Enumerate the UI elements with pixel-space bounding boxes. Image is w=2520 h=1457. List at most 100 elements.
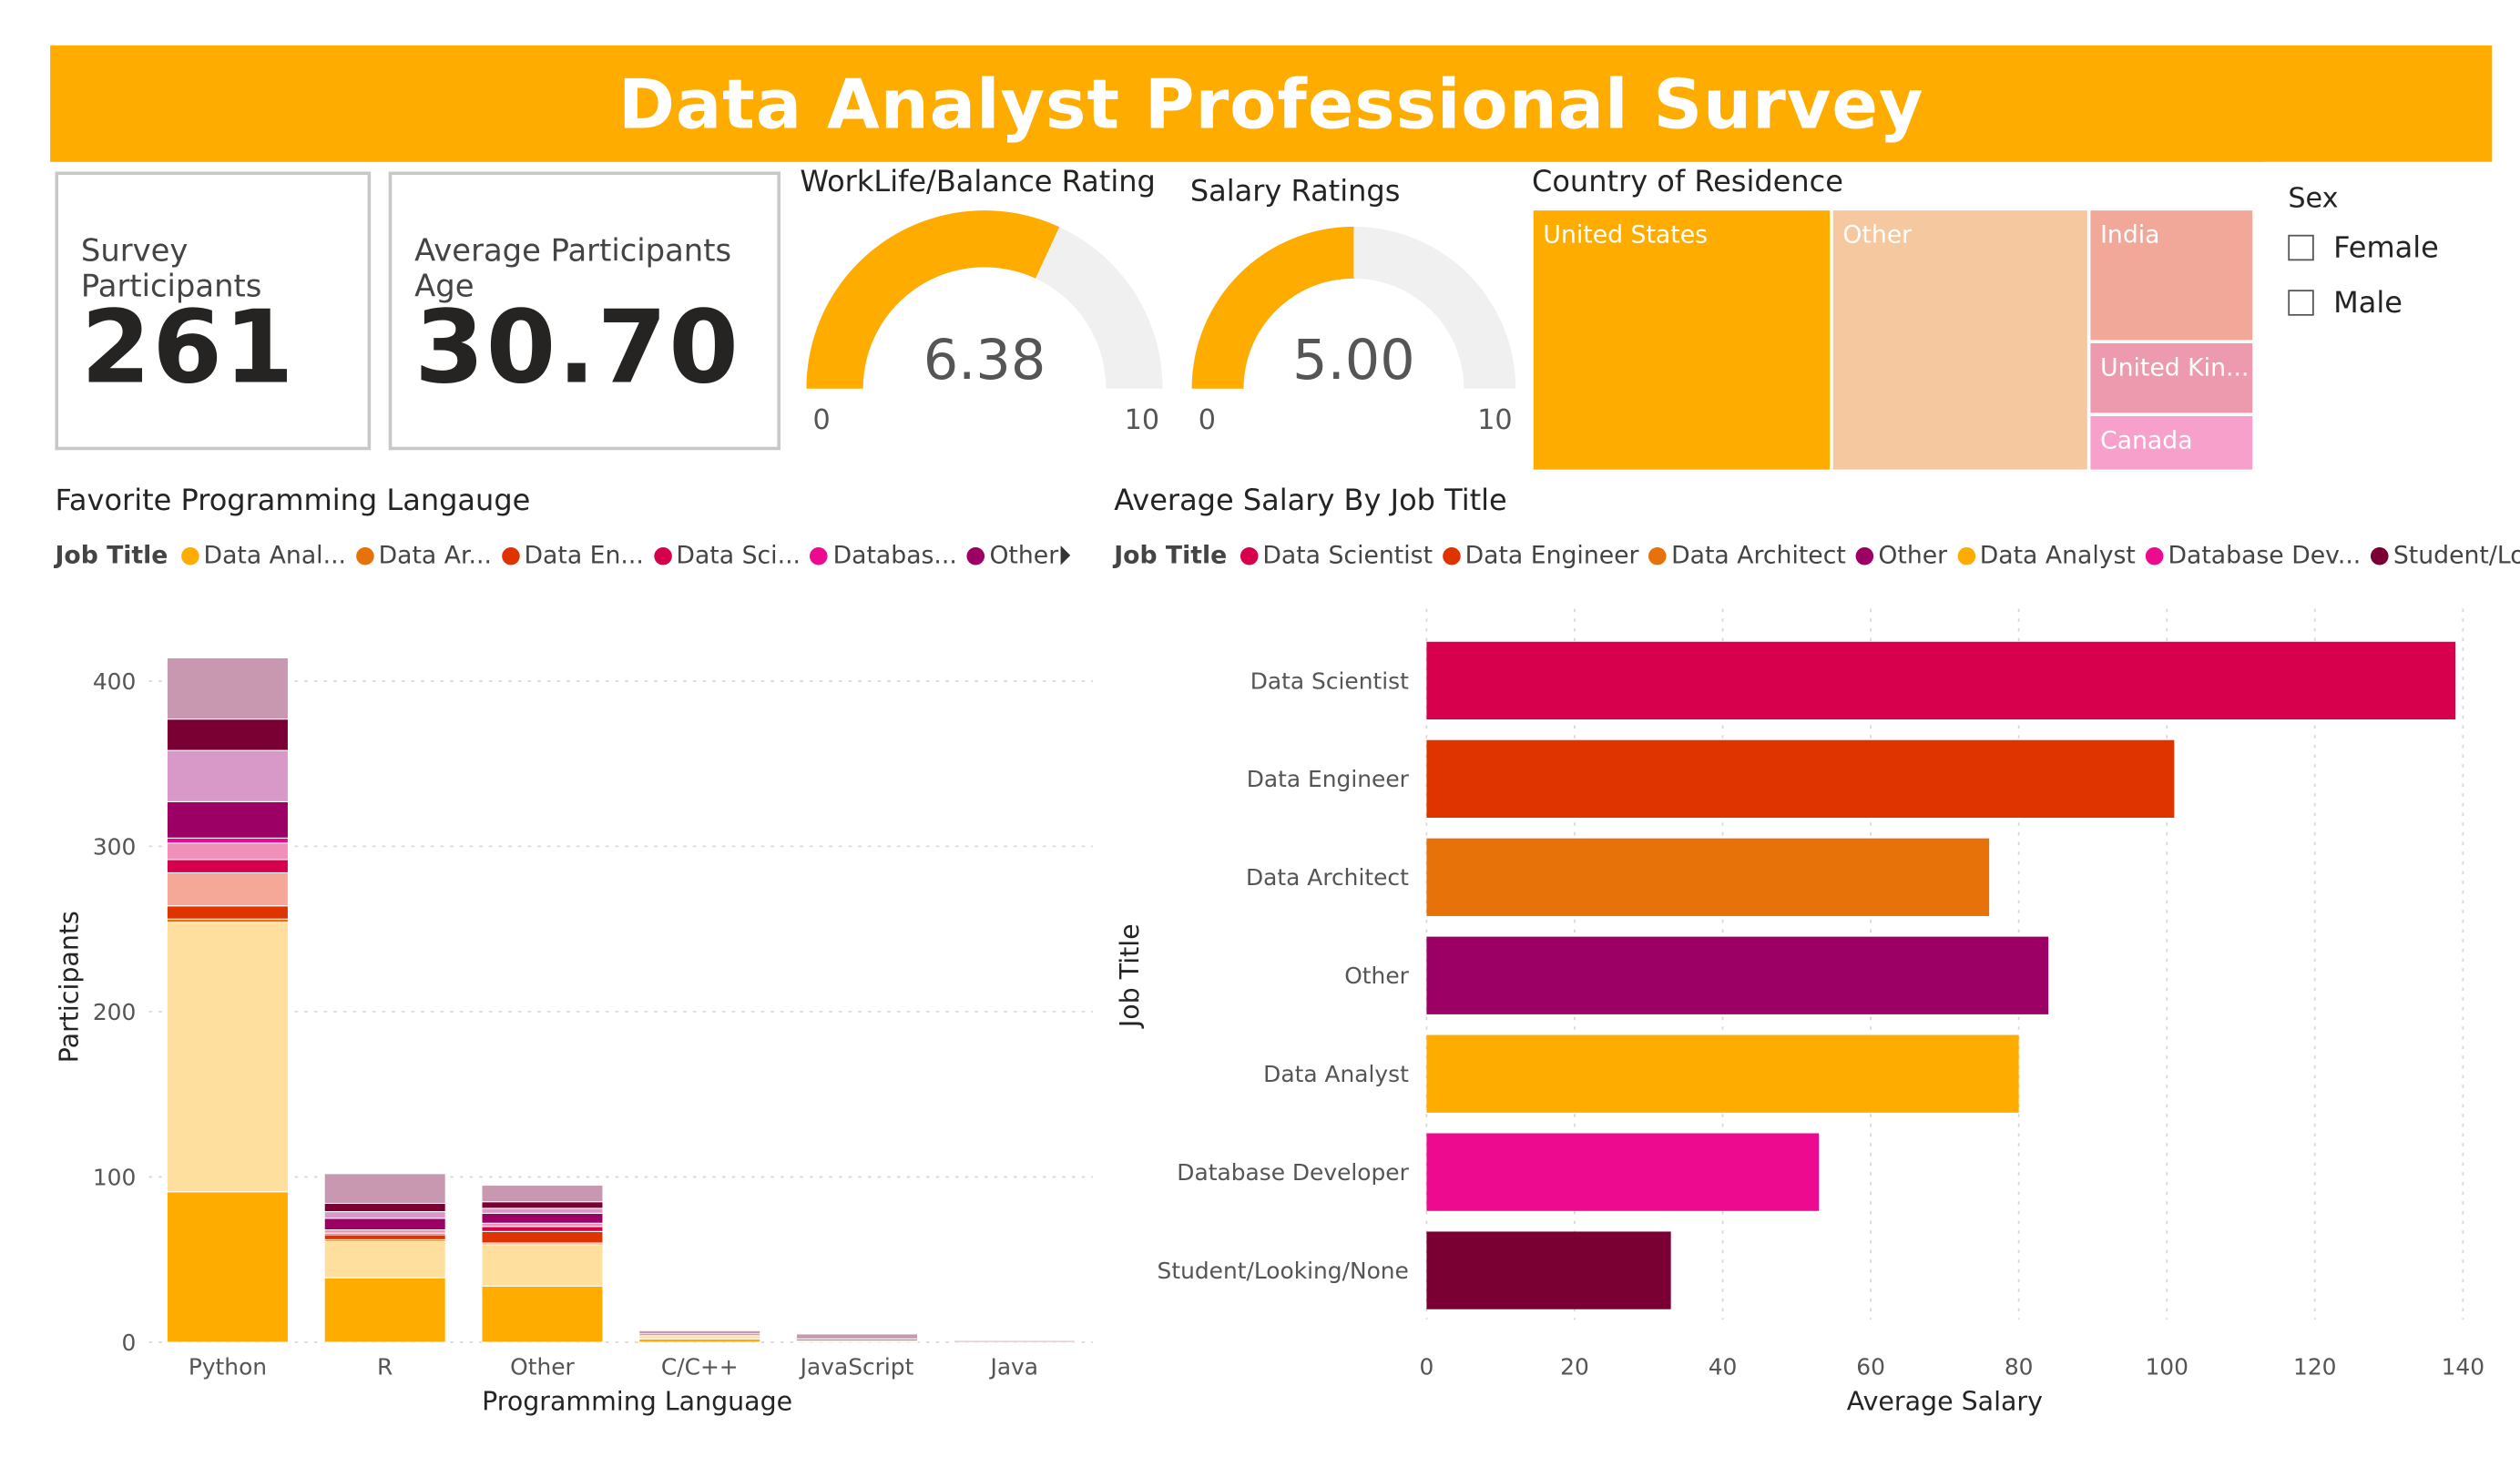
bar-segment[interactable] [323, 1173, 446, 1205]
gauge-title-worklife: WorkLife/Balance Rating [800, 165, 1156, 199]
treemap-title: Country of Residence [1531, 165, 1843, 199]
bar-segment[interactable] [323, 1228, 446, 1234]
bar[interactable] [1426, 739, 2175, 818]
language-chart[interactable]: 0 100 200 300 400 Python R Other C/C++ JavaScript… [48, 599, 1109, 1433]
treemap-cell-label: United States [1543, 219, 1709, 250]
legend-item[interactable]: Data Anal... [180, 540, 347, 570]
legend-item[interactable]: Data Sci... [653, 541, 801, 570]
legend-label: Student/Lo... [2392, 540, 2520, 570]
checkbox-icon[interactable] [2288, 234, 2314, 261]
bar-segment[interactable] [166, 922, 290, 1193]
salary-chart[interactable]: 0 20 40 60 80 100 120 140 Data Scientist Data Eng… [1107, 599, 2492, 1433]
legend-dot-icon [1240, 546, 1259, 565]
checkbox-icon[interactable] [2288, 290, 2314, 316]
bar-segment[interactable] [166, 905, 290, 920]
bar-segment[interactable] [481, 1244, 604, 1287]
country-treemap[interactable]: United States Other India United Kin... … [1531, 209, 2254, 472]
x-tick-label: Java [988, 1354, 1038, 1381]
bar[interactable] [1426, 1231, 1671, 1309]
kpi-card-age[interactable]: Average Participants Age 30.70 [388, 171, 780, 451]
legend-item[interactable]: Data Analyst [1956, 541, 2136, 570]
legend-dot-icon [2145, 546, 2164, 565]
kpi-label: Survey Participants [80, 233, 262, 305]
legend-item[interactable]: Data Ar... [355, 541, 492, 570]
legend-next-icon[interactable] [1060, 545, 1071, 565]
x-tick-label: 80 [2005, 1354, 2034, 1381]
bar-segment[interactable] [481, 1222, 604, 1228]
legend-item[interactable]: Data Scientist [1240, 541, 1433, 570]
bar-segment[interactable] [481, 1226, 604, 1232]
gauge-salary[interactable]: 5.00 0 10 [1182, 208, 1525, 451]
bar-segment[interactable] [323, 1211, 446, 1219]
bar[interactable] [1426, 1034, 2019, 1113]
legend-dot-icon [180, 546, 199, 565]
bar[interactable] [1426, 1133, 1820, 1211]
legend-item[interactable]: Data Engineer [1442, 541, 1639, 570]
y-tick-label: Student/Looking/None [1158, 1258, 1409, 1284]
x-tick-label: 140 [2442, 1354, 2484, 1381]
legend-dot-icon [501, 546, 520, 565]
bar-segment[interactable] [166, 718, 290, 751]
treemap-cell-india[interactable]: India [2088, 209, 2254, 342]
bar-segment[interactable] [481, 1201, 604, 1209]
language-chart-title: Favorite Programming Langauge [55, 484, 531, 518]
bar-segment[interactable] [166, 749, 290, 802]
bar-segment[interactable] [481, 1184, 604, 1203]
y-tick-label: Other [1344, 963, 1409, 989]
bar-segment[interactable] [166, 837, 290, 844]
legend-dot-icon [355, 546, 374, 565]
y-tick-label: Data Analyst [1263, 1061, 1409, 1087]
slicer-option-label: Male [2333, 285, 2403, 321]
legend-title: Job Title [55, 541, 168, 571]
kpi-card-participants[interactable]: Survey Participants 261 [55, 171, 372, 451]
bar-segment[interactable] [323, 1240, 446, 1279]
title-banner: Data Analyst Professional Survey [50, 45, 2493, 162]
legend-item[interactable]: Database Dev... [2145, 541, 2361, 570]
bar-segment[interactable] [166, 1191, 290, 1343]
y-tick-label: Data Architect [1246, 864, 1409, 891]
bar-segment[interactable] [323, 1277, 446, 1343]
bar-segment[interactable] [481, 1285, 604, 1343]
bar-segment[interactable] [323, 1234, 446, 1240]
x-tick-label: R [377, 1354, 393, 1381]
bar[interactable] [1426, 641, 2456, 720]
bar-segment[interactable] [323, 1218, 446, 1231]
bar-segment[interactable] [323, 1202, 446, 1213]
bar-segment[interactable] [166, 859, 290, 873]
bar-segment[interactable] [638, 1338, 761, 1343]
legend-item[interactable]: Other [1855, 541, 1947, 570]
legend-item[interactable]: Databas... [810, 541, 957, 570]
treemap-cell-united-states[interactable]: United States [1531, 209, 1831, 472]
bar-segment[interactable] [481, 1230, 604, 1244]
legend-item[interactable]: Data En... [501, 541, 644, 570]
slicer-option-male[interactable]: Male [2288, 279, 2439, 327]
bar[interactable] [1426, 838, 1990, 916]
legend-item[interactable]: Data Architect [1648, 541, 1846, 570]
treemap-cell-united-kingdom[interactable]: United Kin... [2088, 341, 2254, 415]
bar-segment[interactable] [166, 657, 290, 720]
bar-segment[interactable] [166, 800, 290, 839]
bar-segment[interactable] [953, 1340, 1076, 1343]
x-tick-label: C/C++ [661, 1354, 739, 1381]
bar-segment[interactable] [638, 1335, 761, 1340]
bar[interactable] [1426, 936, 2049, 1014]
bar-segment[interactable] [166, 918, 290, 923]
legend-item[interactable]: Other [966, 541, 1058, 570]
treemap-cell-canada[interactable]: Canada [2088, 414, 2254, 472]
bar-segment[interactable] [166, 871, 290, 907]
treemap-cell-other[interactable]: Other [1831, 209, 2089, 472]
y-tick-label: 400 [93, 668, 136, 695]
legend-label: Data Anal... [203, 540, 347, 570]
x-tick-label: 60 [1856, 1354, 1885, 1381]
legend-item[interactable]: Student/Lo... [2370, 540, 2520, 570]
bar-segment[interactable] [481, 1207, 604, 1214]
bar-segment[interactable] [795, 1333, 919, 1340]
bar-segment[interactable] [638, 1330, 761, 1335]
bar-segment[interactable] [166, 842, 290, 861]
gauge-value: 5.00 [1292, 329, 1415, 392]
x-tick-label: 120 [2293, 1354, 2336, 1381]
slicer-option-female[interactable]: Female [2288, 223, 2439, 271]
bar-segment[interactable] [481, 1212, 604, 1224]
x-tick-label: 20 [1560, 1354, 1589, 1381]
gauge-worklife[interactable]: 6.38 0 10 [797, 208, 1172, 451]
